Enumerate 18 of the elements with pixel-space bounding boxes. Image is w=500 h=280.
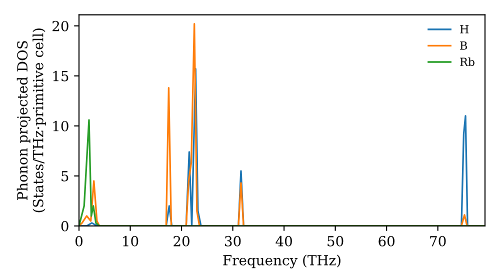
x-tick-label: 20 (174, 236, 190, 246)
y-tick-label: 20 (52, 20, 68, 32)
legend-label: Rb (460, 57, 474, 66)
x-axis-title: Frequency (THz) (223, 254, 340, 268)
x-tick-label: 30 (225, 236, 241, 246)
y-tick-label: 5 (62, 171, 68, 182)
legend-label: B (460, 41, 468, 50)
legend-label: H (460, 25, 469, 34)
y-tick-label: 10 (53, 120, 68, 132)
x-tick-label: 0 (75, 236, 82, 246)
x-tick-label: 50 (328, 236, 344, 246)
x-tick-label: 10 (123, 236, 138, 246)
y-axis-title: Phonon projected DOS (States/THz·primitive cell) (16, 28, 46, 212)
x-tick-label: 70 (430, 236, 446, 246)
y-tick-label: 0 (61, 220, 68, 232)
y-tick-label: 15 (53, 70, 68, 82)
x-tick-label: 40 (276, 236, 292, 246)
x-tick-label: 60 (378, 236, 394, 246)
